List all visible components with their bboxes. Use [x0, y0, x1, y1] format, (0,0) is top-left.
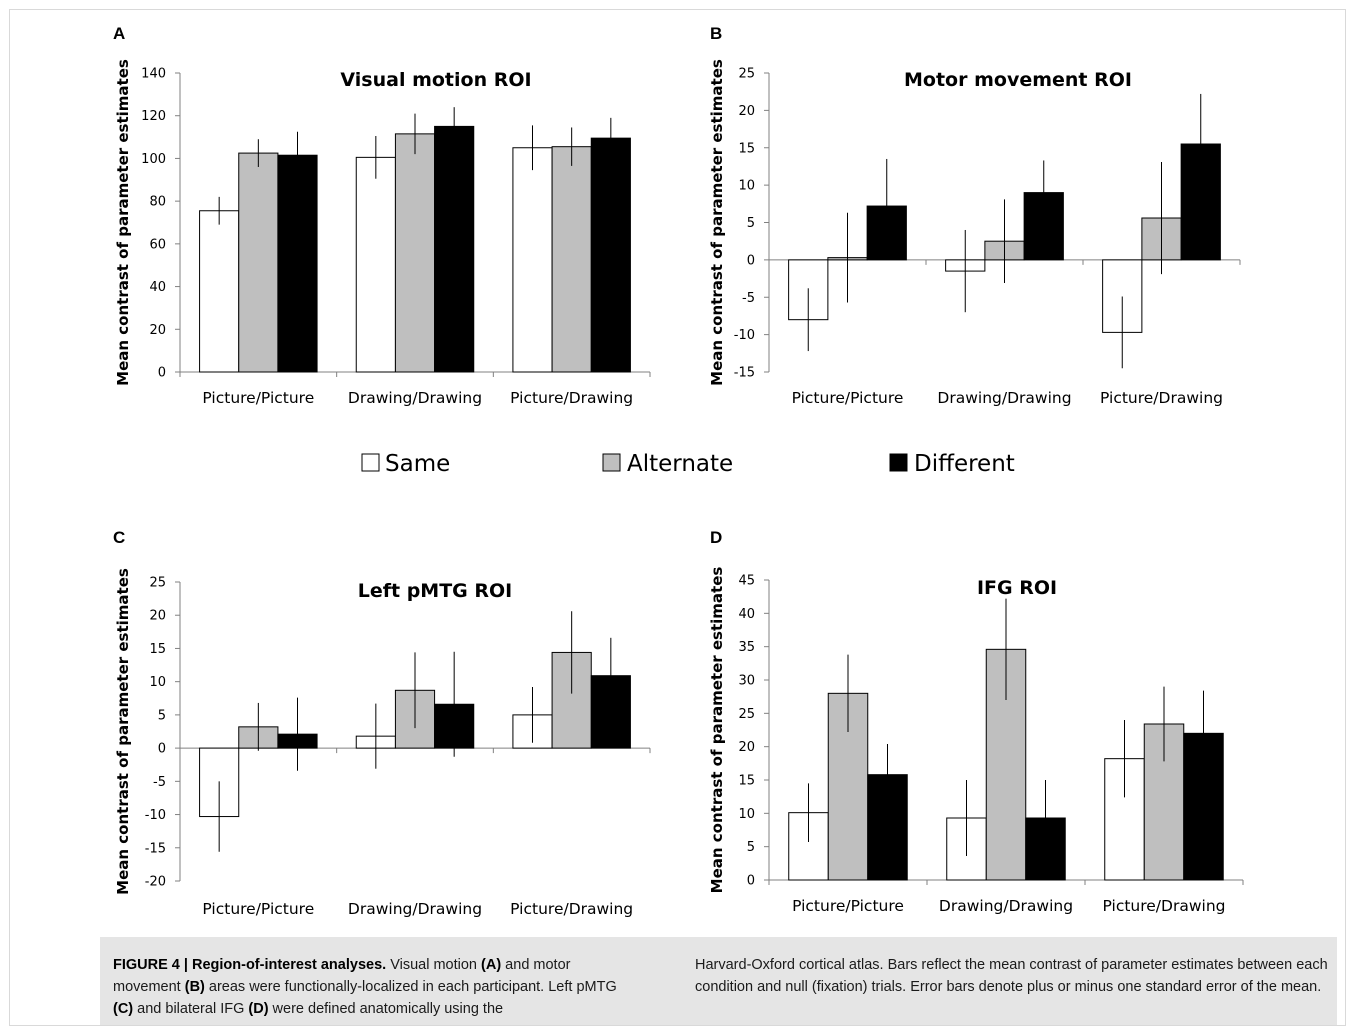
legend-swatch-alternate [602, 453, 621, 472]
chart-title: IFG ROI [977, 577, 1057, 599]
x-category-label: Picture/Drawing [510, 389, 633, 407]
caption-ref-d: (D) [248, 1001, 269, 1017]
x-category-label: Picture/Picture [202, 389, 314, 407]
bar-same [355, 156, 396, 373]
legend-swatch-same [361, 453, 380, 472]
y-tick-label: 5 [158, 708, 166, 723]
y-tick-label: 15 [738, 141, 755, 156]
legend-swatch-different [889, 453, 908, 472]
x-category-label: Drawing/Drawing [939, 897, 1073, 915]
y-tick-label: -15 [734, 366, 755, 381]
bar-different [434, 125, 475, 373]
y-tick-label: 25 [738, 67, 755, 82]
chart-title: Left pMTG ROI [358, 580, 513, 602]
y-tick-label: 100 [141, 152, 166, 167]
y-tick-label: 120 [141, 109, 166, 124]
y-tick-label: 20 [149, 323, 166, 338]
caption-text-3: areas were functionally-localized in eac… [204, 979, 617, 995]
chart-panel-d: D IFG ROI Mean contrast of parameter estim… [708, 528, 1244, 915]
y-tick-label: 20 [738, 740, 755, 755]
y-tick-label: 80 [149, 195, 166, 210]
y-axis-label: Mean contrast of parameter estimates [708, 567, 726, 894]
y-tick-label: 35 [738, 640, 755, 655]
caption-ref-b: (B) [184, 979, 205, 995]
y-tick-label: 0 [158, 742, 166, 757]
chart-panel-a: A Visual motion ROI Mean contrast of param… [113, 24, 651, 407]
y-tick-label: 10 [738, 179, 755, 194]
y-tick-label: 40 [149, 280, 166, 295]
panel-letter: C [113, 528, 125, 547]
x-category-label: Picture/Drawing [1100, 389, 1223, 407]
panel-letter: B [710, 24, 722, 43]
bar-alternate [238, 152, 279, 373]
caption-left: FIGURE 4 | Region-of-interest analyses. … [113, 954, 638, 1020]
x-category-label: Drawing/Drawing [348, 900, 482, 918]
y-tick-label: 15 [149, 642, 166, 657]
y-tick-label: 25 [149, 576, 166, 591]
y-axis-label: Mean contrast of parameter estimates [708, 59, 726, 386]
y-tick-label: 5 [747, 216, 755, 231]
y-tick-label: 60 [149, 237, 166, 252]
y-tick-label: 15 [738, 774, 755, 789]
y-tick-label: 20 [738, 104, 755, 119]
caption-right: Harvard-Oxford cortical atlas. Bars refl… [695, 954, 1335, 998]
y-tick-label: -5 [742, 291, 755, 306]
x-category-label: Picture/Picture [202, 900, 314, 918]
chart-panel-b: B Motor movement ROI Mean contrast of para… [708, 24, 1241, 407]
chart-title: Visual motion ROI [340, 69, 531, 91]
chart-title: Motor movement ROI [904, 69, 1132, 91]
y-tick-label: 0 [747, 874, 755, 889]
y-tick-label: 25 [738, 707, 755, 722]
caption-text-1: Visual motion [386, 957, 482, 973]
y-tick-label: -15 [145, 841, 166, 856]
y-tick-label: 5 [747, 840, 755, 855]
y-tick-label: 45 [738, 574, 755, 589]
bar-alternate [394, 133, 436, 373]
x-category-label: Drawing/Drawing [937, 389, 1071, 407]
y-tick-label: 10 [738, 807, 755, 822]
caption-text-4: and bilateral IFG [133, 1001, 249, 1017]
y-tick-label: 0 [747, 253, 755, 268]
y-axis-label: Mean contrast of parameter estimates [114, 568, 132, 895]
caption-text-right: Harvard-Oxford cortical atlas. Bars refl… [695, 957, 1328, 995]
caption-text-5: were defined anatomically using the [268, 1001, 504, 1017]
y-tick-label: 30 [738, 674, 755, 689]
x-category-label: Picture/Picture [792, 897, 904, 915]
y-tick-label: 0 [158, 366, 166, 381]
x-category-label: Drawing/Drawing [348, 389, 482, 407]
bar-different [590, 137, 631, 373]
legend: Same Alternate Different [361, 451, 1015, 477]
x-category-label: Picture/Drawing [510, 900, 633, 918]
legend-label-same: Same [385, 451, 450, 477]
chart-panel-c: C Left pMTG ROI Mean contrast of parameter… [113, 528, 651, 918]
y-axis-label: Mean contrast of parameter estimates [114, 59, 132, 386]
y-tick-label: -10 [734, 328, 755, 343]
panel-letter: A [113, 24, 125, 43]
caption-ref-c: (C) [113, 1001, 134, 1017]
y-tick-label: 40 [738, 607, 755, 622]
caption-strip [100, 937, 1337, 1025]
bar-alternate [551, 146, 592, 373]
bar-same [512, 147, 553, 373]
x-category-label: Picture/Drawing [1103, 897, 1226, 915]
bar-different [277, 154, 318, 373]
y-tick-label: -5 [153, 775, 166, 790]
bar-same [199, 210, 240, 373]
y-tick-label: -10 [145, 808, 166, 823]
caption-figure-label: FIGURE 4 | Region-of-interest analyses. [113, 957, 387, 973]
caption-text-2: and motor movement [113, 957, 571, 995]
caption-ref-a: (A) [481, 957, 502, 973]
x-category-label: Picture/Picture [792, 389, 904, 407]
y-tick-label: 140 [141, 67, 166, 82]
y-tick-label: 10 [149, 675, 166, 690]
y-tick-label: -20 [145, 875, 166, 890]
legend-label-different: Different [914, 451, 1015, 477]
y-tick-label: 20 [149, 609, 166, 624]
legend-label-alternate: Alternate [627, 451, 733, 477]
panel-letter: D [710, 528, 722, 547]
